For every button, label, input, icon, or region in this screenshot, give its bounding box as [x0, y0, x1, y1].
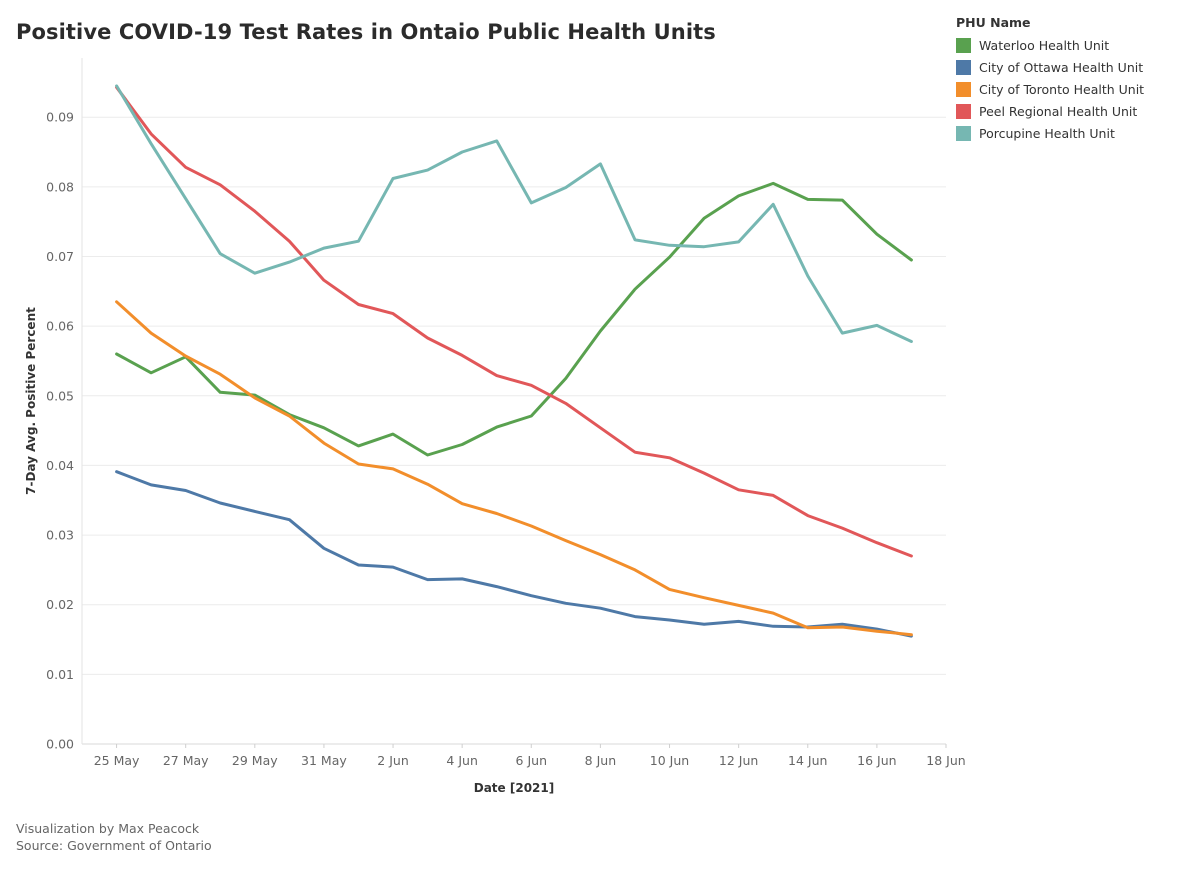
source-text: Source: Government of Ontario: [16, 838, 212, 853]
x-tick-label: 16 Jun: [857, 753, 896, 768]
legend-swatch-ottawa: [956, 59, 971, 75]
legend-item-toronto[interactable]: City of Toronto Health Unit: [956, 78, 1144, 100]
series-line-porcupine-health-unit[interactable]: [115, 84, 913, 343]
x-tick-label: 4 Jun: [446, 753, 477, 768]
legend-swatch-waterloo: [956, 37, 971, 53]
x-tick-label: 8 Jun: [585, 753, 616, 768]
x-tick-label: 18 Jun: [926, 753, 965, 768]
legend-item-peel[interactable]: Peel Regional Health Unit: [956, 100, 1144, 122]
legend-title: PHU Name: [956, 15, 1031, 30]
series-line-waterloo-health-unit[interactable]: [115, 181, 913, 457]
y-tick-label: 0.01: [46, 667, 74, 682]
y-tick-label: 0.05: [46, 388, 74, 403]
x-tick-label: 25 May: [94, 753, 140, 768]
x-tick-label: 12 Jun: [719, 753, 758, 768]
gridlines: [82, 116, 946, 745]
series-lines: [115, 84, 913, 638]
axes: 0.00 0.01 0.02 0.03 0.04 0.05 0.06 0.07 0.08 0.09…: [46, 58, 966, 768]
legend-label-porcupine: Porcupine Health Unit: [979, 125, 1115, 141]
x-tick-label: 27 May: [163, 753, 209, 768]
y-tick-label: 0.06: [46, 319, 74, 334]
legend-item-porcupine[interactable]: Porcupine Health Unit: [956, 122, 1144, 144]
legend-label-waterloo: Waterloo Health Unit: [979, 37, 1110, 53]
legend: PHU Name Waterloo Health Unit City of Ot…: [956, 15, 1144, 144]
y-tick-label: 0.00: [46, 737, 74, 752]
legend-item-waterloo[interactable]: Waterloo Health Unit: [956, 34, 1144, 56]
footer: Visualization by Max Peacock Source: Gov…: [16, 820, 212, 854]
credit-text: Visualization by Max Peacock: [16, 821, 200, 836]
legend-label-toronto: City of Toronto Health Unit: [979, 81, 1145, 97]
x-tick-label: 14 Jun: [788, 753, 827, 768]
y-tick-label: 0.02: [46, 597, 74, 612]
legend-swatch-toronto: [956, 81, 971, 97]
legend-label-peel: Peel Regional Health Unit: [979, 103, 1138, 119]
y-tick-label: 0.04: [46, 458, 74, 473]
y-axis-title: 7-Day Avg. Positive Percent: [24, 307, 38, 495]
series-line-city-of-toronto-health-unit[interactable]: [115, 300, 913, 637]
y-tick-label: 0.03: [46, 528, 74, 543]
y-tick-label: 0.08: [46, 179, 74, 194]
x-tick-label: 2 Jun: [377, 753, 408, 768]
legend-swatch-porcupine: [956, 125, 971, 141]
x-tick-label: 31 May: [301, 753, 347, 768]
x-tick-label: 29 May: [232, 753, 278, 768]
x-axis-title: Date [2021]: [474, 781, 554, 795]
legend-item-ottawa[interactable]: City of Ottawa Health Unit: [956, 56, 1144, 78]
y-tick-label: 0.07: [46, 249, 74, 264]
series-line-city-of-ottawa-health-unit[interactable]: [115, 470, 913, 638]
legend-swatch-peel: [956, 103, 971, 119]
legend-label-ottawa: City of Ottawa Health Unit: [979, 59, 1144, 75]
series-line-peel-regional-health-unit[interactable]: [115, 85, 913, 558]
x-tick-label: 10 Jun: [650, 753, 689, 768]
x-tick-label: 6 Jun: [516, 753, 547, 768]
chart-title: Positive COVID-19 Test Rates in Ontaio P…: [16, 20, 716, 44]
y-tick-label: 0.09: [46, 110, 74, 125]
